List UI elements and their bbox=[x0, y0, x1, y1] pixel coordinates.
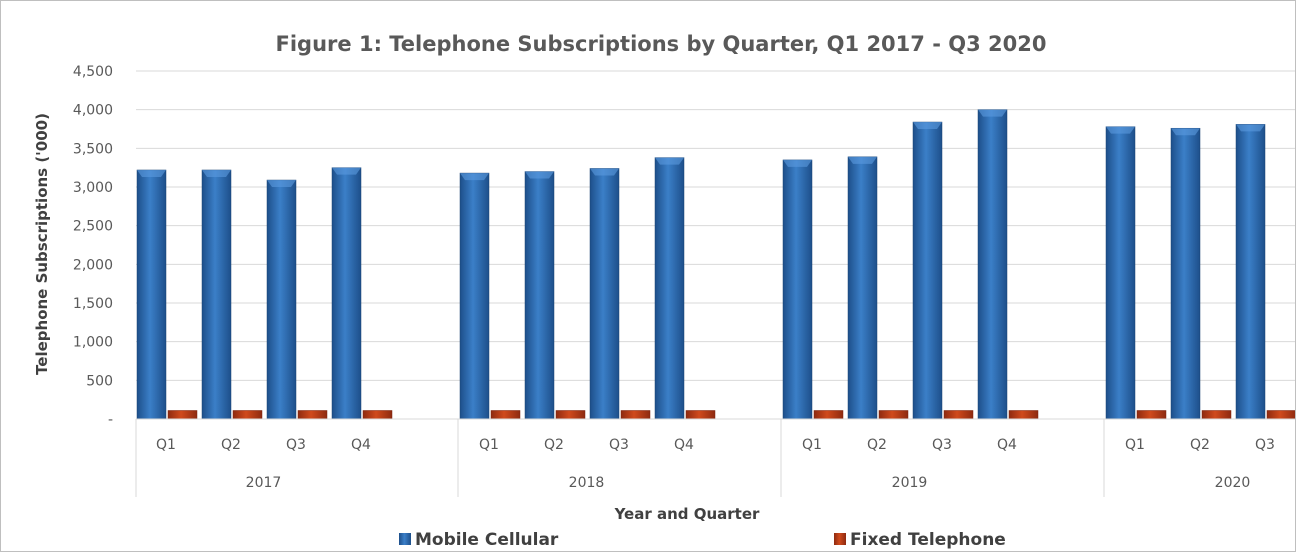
gridlines bbox=[136, 70, 1295, 420]
bar-mobile-cellular bbox=[1235, 124, 1266, 420]
y-tick-label: - bbox=[108, 412, 113, 428]
bar-bevel-mobile-cellular bbox=[913, 122, 942, 130]
bar-bevel-mobile-cellular bbox=[590, 168, 619, 176]
bar-bevel-mobile-cellular bbox=[655, 157, 684, 165]
y-tick-label: 4,500 bbox=[73, 64, 113, 80]
bar-bevel-mobile-cellular bbox=[202, 169, 231, 177]
y-tick-label: 1,500 bbox=[73, 296, 113, 312]
chart-title: Figure 1: Telephone Subscriptions by Qua… bbox=[276, 32, 1047, 56]
bar-fixed-telephone bbox=[297, 410, 328, 420]
x-axis: Q1 Q2 Q3 Q4 2017 Q1 Q2 Q3 Q4 2018 Q1 Q2 Q3 Q4 2019 Q1 Q2… bbox=[135, 418, 1295, 497]
x-tick-label-quarter: Q3 bbox=[286, 437, 306, 453]
bar-bevel-mobile-cellular bbox=[848, 156, 877, 164]
x-tick-label-quarter: Q2 bbox=[544, 437, 564, 453]
legend-swatch-mobile-cellular bbox=[399, 533, 411, 545]
y-tick-label: 4,000 bbox=[73, 103, 113, 119]
bar-mobile-cellular bbox=[331, 167, 362, 420]
bar-fixed-telephone bbox=[878, 410, 909, 420]
bar-mobile-cellular bbox=[201, 169, 232, 420]
x-tick-label-quarter: Q1 bbox=[156, 437, 176, 453]
bar-fixed-telephone bbox=[1008, 410, 1039, 420]
bars bbox=[136, 109, 1295, 420]
bar-mobile-cellular bbox=[266, 179, 297, 420]
bar-fixed-telephone bbox=[1266, 410, 1295, 420]
x-tick-label-quarter: Q1 bbox=[802, 437, 822, 453]
x-tick-label-quarter: Q4 bbox=[997, 437, 1017, 453]
x-tick-label-quarter: Q1 bbox=[479, 437, 499, 453]
bar-mobile-cellular bbox=[1105, 126, 1136, 420]
x-tick-label-year: 2020 bbox=[1215, 475, 1251, 491]
bar-fixed-telephone bbox=[232, 410, 263, 420]
y-tick-label: 500 bbox=[86, 373, 113, 389]
x-tick-label-quarter: Q3 bbox=[932, 437, 952, 453]
bar-bevel-mobile-cellular bbox=[1236, 124, 1265, 132]
bar-bevel-mobile-cellular bbox=[332, 167, 361, 175]
legend-item-fixed-telephone: Fixed Telephone bbox=[834, 530, 1006, 550]
x-tick-label-quarter: Q3 bbox=[609, 437, 629, 453]
bar-mobile-cellular bbox=[136, 169, 167, 420]
y-tick-label: 2,000 bbox=[73, 257, 113, 273]
legend-swatch-fixed-telephone bbox=[834, 533, 846, 545]
x-axis-title: Year and Quarter bbox=[614, 505, 760, 523]
bar-mobile-cellular bbox=[524, 171, 555, 420]
x-tick-label-quarter: Q4 bbox=[351, 437, 371, 453]
x-tick-label-quarter: Q1 bbox=[1125, 437, 1145, 453]
x-tick-label-year: 2017 bbox=[246, 475, 282, 491]
x-tick-label-year: 2018 bbox=[569, 475, 605, 491]
bar-fixed-telephone bbox=[1201, 410, 1232, 420]
bar-fixed-telephone bbox=[813, 410, 844, 420]
bar-bevel-mobile-cellular bbox=[978, 109, 1007, 117]
y-tick-label: 2,500 bbox=[73, 219, 113, 235]
bar-bevel-mobile-cellular bbox=[460, 173, 489, 181]
bar-bevel-mobile-cellular bbox=[137, 169, 166, 177]
bar-bevel-mobile-cellular bbox=[525, 171, 554, 179]
bar-bevel-mobile-cellular bbox=[783, 159, 812, 167]
bar-fixed-telephone bbox=[1136, 410, 1167, 420]
bar-fixed-telephone bbox=[362, 410, 393, 420]
x-tick-label-quarter: Q2 bbox=[1190, 437, 1210, 453]
y-tick-label: 1,000 bbox=[73, 335, 113, 351]
bar-bevel-mobile-cellular bbox=[267, 180, 296, 188]
x-tick-label-quarter: Q3 bbox=[1255, 437, 1275, 453]
bar-mobile-cellular bbox=[977, 109, 1008, 420]
bar-mobile-cellular bbox=[1170, 127, 1201, 420]
x-tick-label-year: 2019 bbox=[892, 475, 928, 491]
bar-mobile-cellular bbox=[459, 172, 490, 420]
bar-mobile-cellular bbox=[912, 121, 943, 420]
bar-bevel-mobile-cellular bbox=[1106, 126, 1135, 134]
bar-mobile-cellular bbox=[782, 159, 813, 420]
legend-label-mobile-cellular: Mobile Cellular bbox=[415, 530, 559, 550]
y-tick-label: 3,000 bbox=[73, 180, 113, 196]
legend: Mobile Cellular Fixed Telephone bbox=[399, 530, 1006, 550]
bar-fixed-telephone bbox=[620, 410, 651, 420]
y-axis-tick-labels: - 500 1,000 1,500 2,000 2,500 3,000 3,500 4,000 4… bbox=[73, 64, 113, 428]
bar-mobile-cellular bbox=[589, 168, 620, 420]
bar-fixed-telephone bbox=[555, 410, 586, 420]
bar-fixed-telephone bbox=[685, 410, 716, 420]
x-tick-label-quarter: Q2 bbox=[867, 437, 887, 453]
legend-item-mobile-cellular: Mobile Cellular bbox=[399, 530, 559, 550]
bar-fixed-telephone bbox=[490, 410, 521, 420]
bar-mobile-cellular bbox=[654, 157, 685, 420]
bar-fixed-telephone bbox=[943, 410, 974, 420]
bar-mobile-cellular bbox=[847, 156, 878, 420]
x-tick-label-quarter: Q4 bbox=[674, 437, 694, 453]
y-tick-label: 3,500 bbox=[73, 141, 113, 157]
x-tick-label-quarter: Q2 bbox=[221, 437, 241, 453]
bar-bevel-mobile-cellular bbox=[1171, 128, 1200, 136]
legend-label-fixed-telephone: Fixed Telephone bbox=[850, 530, 1006, 550]
y-axis-title: Telephone Subscriptions ('000) bbox=[33, 113, 51, 375]
bar-fixed-telephone bbox=[167, 410, 198, 420]
